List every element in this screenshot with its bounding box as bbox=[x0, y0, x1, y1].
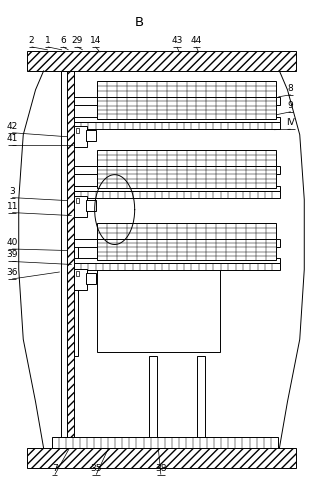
Bar bbox=[74, 166, 280, 174]
Text: 6: 6 bbox=[60, 36, 66, 45]
Bar bbox=[27, 51, 296, 71]
Bar bbox=[76, 198, 79, 203]
Text: 43: 43 bbox=[171, 36, 183, 45]
Bar bbox=[149, 356, 157, 448]
Bar bbox=[97, 97, 276, 119]
Bar bbox=[27, 448, 296, 468]
Bar bbox=[74, 196, 87, 217]
Text: 1: 1 bbox=[45, 36, 51, 45]
Bar bbox=[74, 126, 87, 147]
Text: 39: 39 bbox=[6, 250, 18, 259]
Text: 14: 14 bbox=[90, 36, 101, 45]
Bar bbox=[97, 239, 276, 260]
Bar bbox=[74, 258, 280, 263]
Text: 38: 38 bbox=[155, 464, 167, 473]
Bar bbox=[76, 271, 79, 276]
Bar bbox=[74, 263, 280, 270]
Bar bbox=[74, 97, 280, 105]
Bar bbox=[74, 269, 87, 290]
Bar bbox=[74, 191, 280, 198]
Text: 11: 11 bbox=[6, 202, 18, 211]
Bar bbox=[74, 122, 280, 129]
Text: 2: 2 bbox=[29, 36, 35, 45]
Bar bbox=[74, 246, 78, 356]
Bar bbox=[97, 247, 220, 352]
Bar bbox=[52, 437, 278, 448]
Text: 8: 8 bbox=[288, 84, 294, 93]
Bar bbox=[74, 117, 280, 122]
Bar bbox=[197, 356, 205, 448]
Bar bbox=[97, 223, 276, 239]
Bar bbox=[97, 150, 276, 166]
Text: 9: 9 bbox=[288, 101, 294, 110]
Bar bbox=[97, 81, 276, 97]
Bar bbox=[86, 273, 96, 284]
Text: 36: 36 bbox=[6, 268, 18, 277]
Bar bbox=[97, 166, 276, 188]
Bar bbox=[74, 186, 280, 191]
Bar bbox=[74, 239, 280, 247]
Bar bbox=[61, 71, 67, 448]
Text: 42: 42 bbox=[7, 122, 18, 131]
Bar bbox=[67, 71, 74, 448]
Text: IV: IV bbox=[286, 118, 295, 127]
Text: 41: 41 bbox=[6, 134, 18, 143]
Text: 29: 29 bbox=[72, 36, 83, 45]
Text: 35: 35 bbox=[90, 464, 102, 473]
Bar bbox=[86, 130, 96, 141]
Text: B: B bbox=[134, 16, 143, 29]
Text: 7: 7 bbox=[52, 464, 58, 473]
Text: 40: 40 bbox=[6, 238, 18, 247]
Text: 3: 3 bbox=[9, 187, 15, 196]
Bar bbox=[86, 200, 96, 211]
Bar bbox=[76, 128, 79, 133]
Text: 44: 44 bbox=[191, 36, 202, 45]
